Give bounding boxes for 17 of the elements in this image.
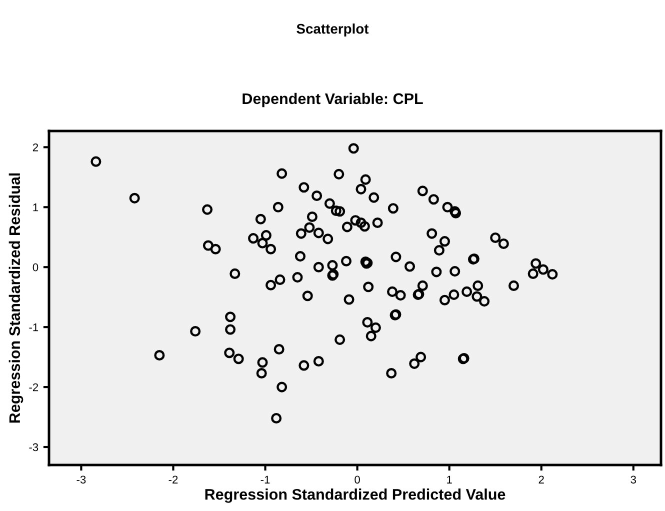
x-tick-label: -2 — [168, 476, 178, 484]
x-tick-label: 3 — [630, 476, 636, 484]
y-tick-label: -3 — [29, 443, 38, 452]
x-tick-label: 1 — [447, 476, 452, 484]
y-tick-label: 1 — [33, 204, 38, 212]
x-axis-title: Regression Standardized Predicted Value — [205, 488, 506, 503]
chart-title: Scatterplot — [296, 24, 369, 36]
y-tick-label: -1 — [29, 323, 38, 332]
x-tick-label: -1 — [260, 476, 270, 484]
x-tick-label: -3 — [76, 476, 86, 484]
y-axis-title: Regression Standardized Residual — [8, 173, 24, 423]
y-tick-label: 2 — [32, 143, 38, 152]
y-tick-label: -2 — [29, 383, 38, 392]
x-tick-label: 2 — [538, 476, 544, 484]
x-tick-label: 0 — [354, 476, 360, 484]
chart-subtitle: Dependent Variable: CPL — [242, 92, 423, 108]
y-tick-label: 0 — [32, 263, 38, 272]
